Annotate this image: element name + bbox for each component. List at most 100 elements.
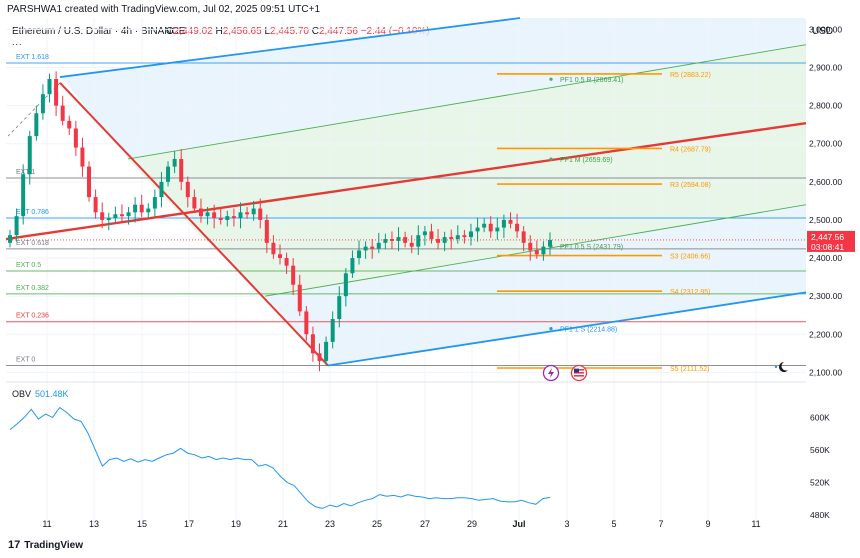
candle-body xyxy=(113,214,118,219)
candle-body xyxy=(133,204,138,213)
more-options[interactable]: ... xyxy=(12,37,23,47)
candle-body xyxy=(534,250,539,255)
settings-moon-icon[interactable] xyxy=(774,362,788,372)
time-tick-label: 15 xyxy=(137,519,147,529)
tradingview-brand: TradingView xyxy=(24,539,83,551)
candle-body xyxy=(370,246,375,249)
candle-body xyxy=(60,105,65,121)
candle-body xyxy=(422,231,427,236)
fib-level-label: EXT 0.5 xyxy=(16,262,41,269)
fib-level-label: EXT 0 xyxy=(16,357,35,364)
price-axis[interactable]: 2,100.00 2,200.00 2,300.00 2,400.00 2,500.00… xyxy=(807,24,855,377)
event-icon-us-flag[interactable] xyxy=(570,364,588,382)
time-axis[interactable]: 11 13 15 17 19 21 23 25 27 29 Jul 3 5 7 9 11 xyxy=(42,519,760,529)
price-tick-label: 2,900.00 xyxy=(809,63,842,73)
current-price-countdown: 03:08:41 xyxy=(811,242,844,252)
event-icon-flash[interactable] xyxy=(542,364,560,382)
trend-line-prior xyxy=(7,82,61,137)
candle-body xyxy=(264,219,269,243)
candle-body xyxy=(521,231,526,243)
events[interactable] xyxy=(542,362,789,382)
time-tick-label: 11 xyxy=(42,519,51,529)
candle-body xyxy=(495,227,500,232)
trend-line-down xyxy=(59,82,329,367)
pitchfork[interactable]: PF1 0.5 R (2869.41) PF1 M (2659.69) PF1 0.… xyxy=(5,17,807,367)
candle-body xyxy=(152,197,157,209)
candle-body xyxy=(172,158,177,167)
tradingview-mark-icon: 17 xyxy=(8,539,21,551)
fib-extension[interactable]: EXT 1.618 EXT 1 EXT 0.786 EXT 0.618 EXT 0.5 E… xyxy=(6,54,806,367)
candle-body xyxy=(179,158,184,182)
candle-body xyxy=(449,237,454,240)
symbol-title[interactable]: Ethereum / U.S. Dollar · 4h · BINANCE xyxy=(12,26,186,37)
candle-body xyxy=(541,246,546,255)
candle-body xyxy=(271,242,276,255)
close-label: C xyxy=(311,26,319,37)
candle-body xyxy=(482,223,487,228)
candle-body xyxy=(528,242,533,251)
candle-body xyxy=(488,223,493,232)
obv-value: 501.48K xyxy=(35,389,69,399)
pivot-label: S5 (2111.52) xyxy=(670,366,709,373)
time-tick-label: 29 xyxy=(467,519,477,529)
candle-body xyxy=(304,311,309,335)
high-value: 2,456.65 xyxy=(222,26,262,37)
candle-body xyxy=(455,235,460,240)
candle-body xyxy=(40,94,45,114)
fib-level-label: EXT 0.786 xyxy=(16,209,49,216)
chart-credit: PARSHWA1 created with TradingView.com, J… xyxy=(7,4,321,15)
candle-body xyxy=(14,216,19,236)
candle-body xyxy=(87,166,92,198)
currency-label[interactable]: USD xyxy=(812,26,834,37)
price-tick-label: 2,500.00 xyxy=(809,215,842,225)
candle-body xyxy=(548,239,552,247)
time-tick-label: 23 xyxy=(325,519,335,529)
price-tick-label: 2,800.00 xyxy=(809,101,842,111)
price-tick-label: 2,600.00 xyxy=(809,177,842,187)
candle-body xyxy=(343,273,348,297)
tradingview-logo[interactable]: 17 TradingView xyxy=(8,539,83,551)
candle-body xyxy=(468,231,473,238)
pitchfork-lower-fill xyxy=(265,204,806,366)
candle-body xyxy=(238,212,243,219)
candle-body xyxy=(245,212,250,215)
candle-body xyxy=(192,197,197,209)
candle-body xyxy=(396,237,401,241)
pivot-label: R4 (2687.79) xyxy=(670,146,711,153)
candle-body xyxy=(106,218,111,220)
pitchfork-marker xyxy=(549,157,553,161)
candle-body xyxy=(119,214,124,217)
candle-body xyxy=(462,235,467,238)
fib-level-label: EXT 0.382 xyxy=(16,285,49,292)
candle-body xyxy=(185,181,190,198)
time-tick-label: 27 xyxy=(420,519,430,529)
candle-body xyxy=(291,265,296,285)
candles xyxy=(6,71,806,372)
candle-body xyxy=(317,353,322,361)
candle-body xyxy=(54,78,59,106)
pivot-label: R5 (2883.22) xyxy=(670,72,711,79)
fib-level-label: EXT 0.236 xyxy=(16,313,49,320)
candle-body xyxy=(73,128,78,148)
candle-body xyxy=(409,242,414,247)
candle-body xyxy=(166,166,171,182)
candle-body xyxy=(337,296,342,320)
current-price-tag-bg xyxy=(807,230,855,252)
candle-body xyxy=(21,174,26,217)
candle-body xyxy=(67,120,72,129)
pivot-points[interactable]: R5 (2883.22) R4 (2687.79) R3 (2594.08) S3 (… xyxy=(497,72,711,373)
pitchfork-marker xyxy=(549,77,553,81)
time-tick-label: 13 xyxy=(89,519,99,529)
obv-pane[interactable]: OBV 501.48K 480K 520K 560K 600K xyxy=(9,389,830,520)
candle-body xyxy=(376,242,381,249)
candle-body xyxy=(297,284,302,312)
time-tick-label: 5 xyxy=(611,519,616,529)
pivot-label: S4 (2312.95) xyxy=(670,289,710,296)
drawing-fills xyxy=(60,18,806,366)
close-value: 2,447.56 xyxy=(318,26,358,37)
price-tick-label: 2,700.00 xyxy=(809,139,842,149)
candle-body xyxy=(436,239,441,243)
pivot-label: S3 (2406.66) xyxy=(670,254,710,261)
